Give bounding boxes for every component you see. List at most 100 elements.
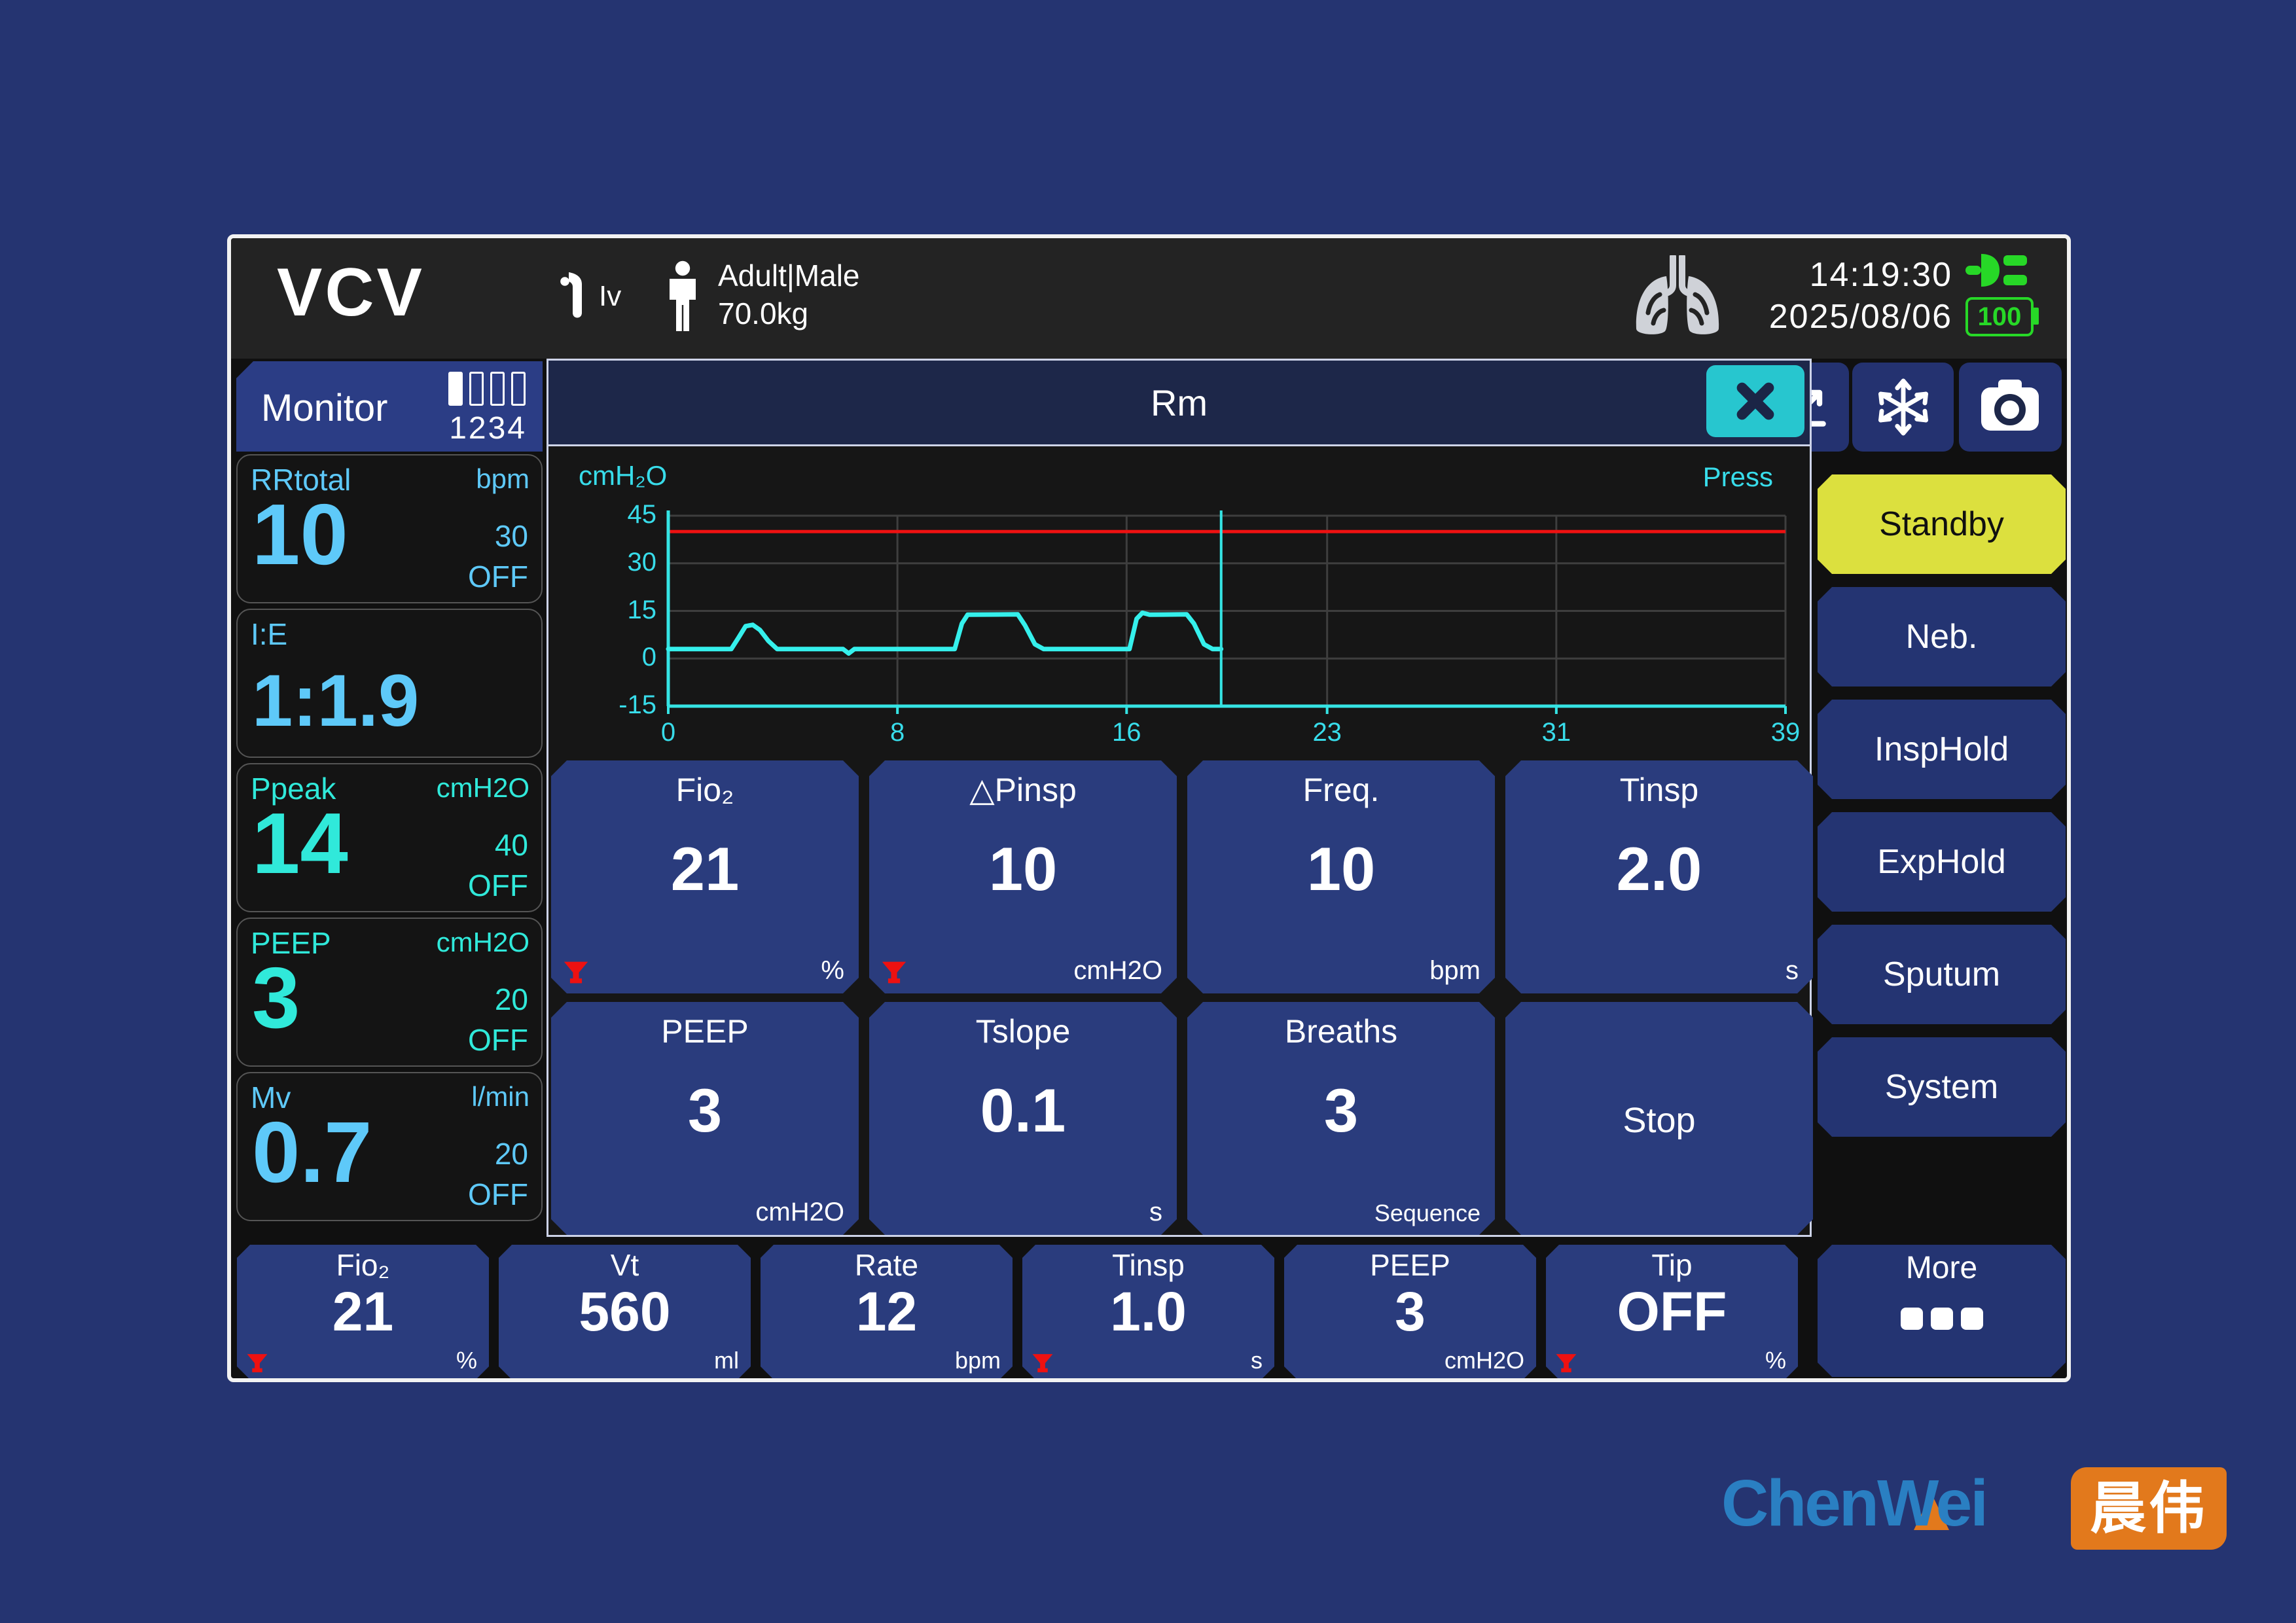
ventilator-screen: VCV Iv Adult|Male 70.0kg 14:19:30 2025/0… — [227, 234, 2071, 1382]
red-funnel-icon — [1030, 1352, 1055, 1374]
param-unit: s — [1785, 956, 1799, 985]
monitor-tile-ie[interactable]: I:E 1:1.9 — [236, 609, 543, 758]
red-funnel-icon — [1554, 1352, 1579, 1374]
button-label: Neb. — [1905, 618, 1978, 656]
time: 14:19:30 — [1809, 256, 1952, 294]
param-value: 0.1 — [980, 1076, 1066, 1145]
more-button[interactable]: More — [1818, 1245, 2066, 1377]
clock[interactable]: 14:19:30 2025/08/06 — [1723, 254, 1952, 338]
param-tslope[interactable]: Tslope 0.1 s — [869, 1002, 1177, 1235]
date: 2025/08/06 — [1768, 298, 1952, 336]
y-tick-label: 15 — [627, 595, 657, 624]
tile-unit: cmH2O — [436, 772, 529, 803]
param-value: 3 — [687, 1076, 723, 1145]
param-label: △Pinsp — [969, 772, 1077, 808]
patient-info[interactable]: Adult|Male 70.0kg — [718, 257, 860, 332]
red-funnel-icon — [245, 1352, 270, 1374]
param-breaths[interactable]: Breaths 3 Sequence — [1187, 1002, 1495, 1235]
alarm-low: OFF — [468, 1177, 528, 1211]
stop-button[interactable]: Stop — [1505, 1002, 1813, 1235]
lungs-icon — [1628, 253, 1727, 342]
tile-unit: bpm — [476, 463, 529, 494]
page-indicator: 1234 — [449, 411, 527, 446]
setting-unit: bpm — [954, 1347, 1001, 1374]
exphold-button[interactable]: ExpHold — [1818, 812, 2066, 912]
chart-y-unit-label: cmH₂O — [579, 460, 668, 491]
tile-value: 1:1.9 — [252, 660, 420, 741]
setting-value: 1.0 — [1110, 1281, 1187, 1342]
setting-vt[interactable]: Vt 560 ml — [499, 1245, 751, 1380]
alarm-high: 20 — [494, 1137, 528, 1171]
snapshot-button[interactable] — [1959, 363, 2062, 452]
tube-icon — [558, 271, 592, 329]
param-unit: cmH2O — [1073, 956, 1162, 985]
monitor-tile-mv[interactable]: Mv l/min 0.7 20 OFF — [236, 1072, 543, 1221]
y-tick-label: 30 — [627, 547, 657, 577]
tile-value: 10 — [252, 486, 348, 582]
dialog-title: Rm — [1150, 382, 1208, 423]
param-value: 21 — [670, 834, 740, 903]
param-value: 3 — [1323, 1076, 1359, 1145]
x-icon — [1736, 382, 1774, 420]
setting-peep[interactable]: PEEP 3 cmH2O — [1284, 1245, 1536, 1380]
insphold-button[interactable]: InspHold — [1818, 700, 2066, 799]
logo-triangle-icon — [1914, 1493, 1949, 1530]
tile-value: 3 — [252, 950, 300, 1046]
battery-icon: 100 — [1965, 297, 2039, 336]
patient-type: Adult|Male — [718, 259, 860, 293]
setting-unit: % — [456, 1347, 477, 1374]
tile-unit: cmH2O — [436, 927, 529, 957]
param-unit: % — [821, 956, 844, 985]
param-pinsp[interactable]: △Pinsp 10 cmH2O — [869, 760, 1177, 993]
x-tick-label: 31 — [1541, 718, 1571, 747]
setting-unit: s — [1251, 1347, 1263, 1374]
param-label: Breaths — [1284, 1013, 1398, 1050]
nebulizer-button[interactable]: Neb. — [1818, 587, 2066, 687]
setting-label: PEEP — [1370, 1248, 1450, 1282]
monitor-tile-peep[interactable]: PEEP cmH2O 3 20 OFF — [236, 918, 543, 1067]
sputum-button[interactable]: Sputum — [1818, 925, 2066, 1024]
param-tinsp[interactable]: Tinsp 2.0 s — [1505, 760, 1813, 993]
param-unit: s — [1149, 1198, 1162, 1226]
brand-name-zh: 晨伟 — [2071, 1467, 2227, 1550]
ventilation-mode[interactable]: VCV — [277, 255, 425, 330]
monitor-header[interactable]: Monitor 1234 — [236, 361, 543, 452]
tile-value: 14 — [252, 795, 348, 891]
chart-series-label: Press — [1702, 461, 1773, 492]
tile-label: I:E — [251, 617, 288, 651]
param-freq[interactable]: Freq. 10 bpm — [1187, 760, 1495, 993]
x-tick-label: 23 — [1312, 718, 1342, 747]
pressure-waveform-chart: 45 30 15 0 -15 0 8 16 23 31 39 — [619, 500, 1800, 747]
page-bars-icon — [448, 372, 526, 406]
button-label: More — [1905, 1251, 1978, 1285]
y-tick-label: 45 — [627, 500, 657, 529]
setting-tip[interactable]: Tip OFF % — [1546, 1245, 1798, 1380]
monitor-tile-rrtotal[interactable]: RRtotal bpm 10 30 OFF — [236, 454, 543, 603]
plug-icon — [1964, 249, 2040, 295]
param-value: 2.0 — [1616, 834, 1702, 903]
setting-fio2[interactable]: Fio₂ 21 % — [237, 1245, 489, 1380]
param-peep[interactable]: PEEP 3 cmH2O — [551, 1002, 859, 1235]
setting-tinsp[interactable]: Tinsp 1.0 s — [1022, 1245, 1274, 1380]
y-tick-label: -15 — [619, 690, 656, 719]
standby-button[interactable]: Standby — [1818, 474, 2066, 574]
red-funnel-icon — [562, 959, 590, 986]
param-unit: bpm — [1429, 956, 1480, 985]
tile-label: PEEP — [251, 926, 331, 960]
setting-rate[interactable]: Rate 12 bpm — [761, 1245, 1013, 1380]
close-button[interactable] — [1706, 365, 1804, 437]
param-label: Tinsp — [1619, 772, 1699, 808]
person-icon — [656, 260, 709, 338]
red-funnel-icon — [880, 959, 908, 986]
alarm-low: OFF — [468, 560, 528, 594]
param-unit: Sequence — [1374, 1200, 1480, 1226]
system-button[interactable]: System — [1818, 1037, 2066, 1137]
freeze-button[interactable] — [1852, 363, 1954, 452]
param-fio2[interactable]: Fio₂ 21 % — [551, 760, 859, 993]
monitor-tile-ppeak[interactable]: Ppeak cmH2O 14 40 OFF — [236, 763, 543, 912]
setting-value: 21 — [332, 1281, 394, 1342]
top-status-bar: VCV Iv Adult|Male 70.0kg 14:19:30 2025/0… — [231, 238, 2067, 359]
airway-type-label: Iv — [599, 280, 622, 312]
y-tick-label: 0 — [641, 643, 656, 672]
